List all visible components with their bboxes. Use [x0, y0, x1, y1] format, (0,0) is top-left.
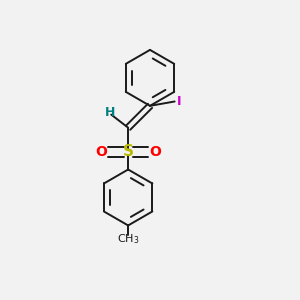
Text: I: I [177, 95, 182, 108]
Text: O: O [95, 145, 107, 159]
Text: CH$_3$: CH$_3$ [117, 232, 140, 246]
Text: O: O [149, 145, 161, 159]
Text: H: H [105, 106, 115, 119]
Text: S: S [123, 144, 134, 159]
